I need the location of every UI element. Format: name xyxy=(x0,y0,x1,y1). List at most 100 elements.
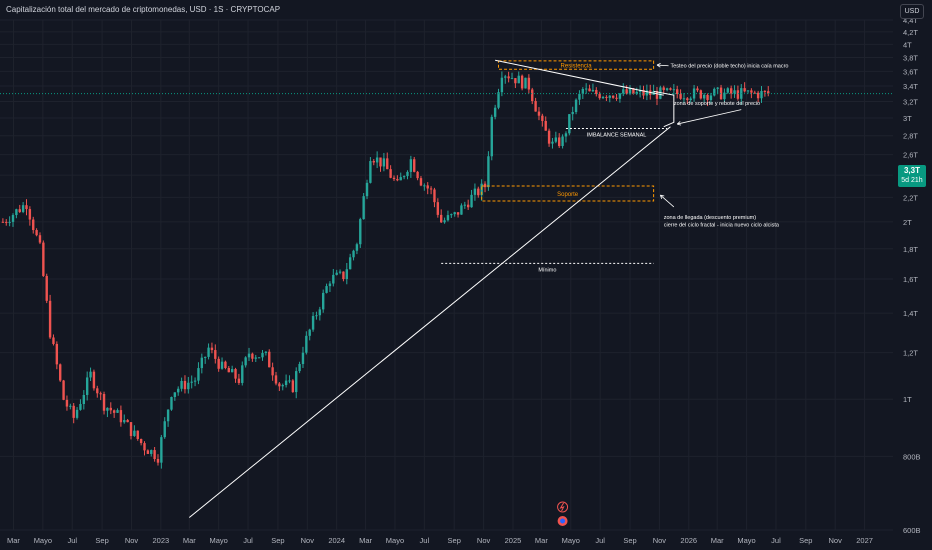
candle-body xyxy=(338,271,342,273)
candle-body xyxy=(702,94,706,99)
candle-body xyxy=(574,99,578,113)
x-tick-label: Nov xyxy=(477,536,491,545)
candle-body xyxy=(244,357,247,366)
x-tick-label: Nov xyxy=(829,536,843,545)
candle-body xyxy=(504,76,507,78)
candle-body xyxy=(413,159,416,172)
candle-body xyxy=(298,364,301,372)
candle-body xyxy=(402,176,406,178)
candle-body xyxy=(554,137,558,142)
candle-body xyxy=(406,171,409,177)
x-tick-label: Jul xyxy=(67,536,77,545)
candle-body xyxy=(608,95,611,98)
candle-body xyxy=(251,353,254,359)
candle-body xyxy=(396,179,399,181)
candle-body xyxy=(470,194,473,208)
y-tick-label: 3T xyxy=(903,114,912,123)
candle-body xyxy=(308,329,311,336)
x-tick-label: Mayo xyxy=(34,536,52,545)
candle-body xyxy=(591,89,595,92)
candle-body xyxy=(160,437,163,463)
candle-body xyxy=(102,393,106,411)
candle-body xyxy=(564,133,568,137)
zone-label: Resistencia xyxy=(561,64,593,70)
candle-body xyxy=(247,353,251,358)
x-tick-label: Jul xyxy=(243,536,253,545)
candle-body xyxy=(605,96,608,98)
candle-body xyxy=(123,420,126,423)
candle-body xyxy=(345,269,348,280)
x-tick-label: Jul xyxy=(420,536,430,545)
last-price: 3,3T xyxy=(903,166,920,175)
y-tick-label: 3,8T xyxy=(903,54,918,63)
last-price-badge: 3,3T 5d 21h xyxy=(898,165,926,187)
candle-body xyxy=(635,91,638,94)
candle-body xyxy=(601,96,605,99)
candle-body xyxy=(618,93,622,99)
y-tick-label: 2,6T xyxy=(903,151,918,160)
candle-body xyxy=(187,382,190,390)
trendline xyxy=(188,126,671,518)
candle-body xyxy=(203,356,207,358)
candle-body xyxy=(112,410,116,413)
candle-body xyxy=(82,394,86,405)
y-tick-label: 1,8T xyxy=(903,245,918,254)
candle-body xyxy=(109,407,112,411)
candle-body xyxy=(139,438,143,444)
candle-body xyxy=(686,98,689,100)
candle-body xyxy=(460,205,463,215)
candle-body xyxy=(99,393,102,395)
candle-body xyxy=(156,459,160,463)
arrow-head xyxy=(659,194,665,199)
candle-body xyxy=(510,78,514,80)
candle-body xyxy=(220,361,224,369)
candle-body xyxy=(723,92,726,100)
x-tick-label: Mar xyxy=(183,536,196,545)
candle-body xyxy=(21,205,25,212)
candle-body xyxy=(527,77,531,90)
candle-body xyxy=(531,89,534,102)
candle-body xyxy=(524,77,527,89)
candle-body xyxy=(119,410,123,423)
candle-body xyxy=(42,242,45,276)
zone-box xyxy=(498,60,655,70)
candle-body xyxy=(520,75,524,89)
candle-body xyxy=(311,316,315,330)
candle-body xyxy=(588,88,591,92)
candle-body xyxy=(426,185,429,189)
currency-button[interactable]: USD xyxy=(900,4,924,19)
candle-body xyxy=(625,89,628,94)
level-label: IMBALANCE SEMANAL xyxy=(587,132,647,138)
candle-body xyxy=(173,392,177,398)
candle-body xyxy=(547,130,551,144)
candle-body xyxy=(295,371,298,393)
candle-body xyxy=(166,409,170,422)
x-tick-label: Jul xyxy=(595,536,605,545)
candle-body xyxy=(234,369,237,379)
candle-body xyxy=(92,371,96,389)
candle-body xyxy=(214,350,217,359)
candle-body xyxy=(8,221,11,223)
candle-body xyxy=(146,450,150,454)
x-tick-label: Nov xyxy=(653,536,667,545)
level-label: Mínimo xyxy=(538,267,556,273)
candle-body xyxy=(682,98,686,100)
candle-body xyxy=(45,275,48,301)
candle-body xyxy=(595,89,598,95)
x-tick-label: Sep xyxy=(271,536,284,545)
candle-body xyxy=(429,188,433,190)
candle-body xyxy=(359,219,362,245)
candle-body xyxy=(55,343,59,365)
candle-body xyxy=(291,380,295,393)
candle-body xyxy=(436,202,440,215)
candle-body xyxy=(85,377,89,395)
y-axis: 4,4T4,2T4T3,8T3,6T3,4T3,2T3T2,8T2,6T2,4T… xyxy=(903,16,921,535)
candle-body xyxy=(676,89,679,95)
candle-body xyxy=(696,88,699,91)
candle-body xyxy=(487,156,490,188)
candle-body xyxy=(622,89,625,94)
candle-body xyxy=(254,357,257,359)
candle-body xyxy=(264,351,268,353)
candle-body xyxy=(352,250,355,258)
